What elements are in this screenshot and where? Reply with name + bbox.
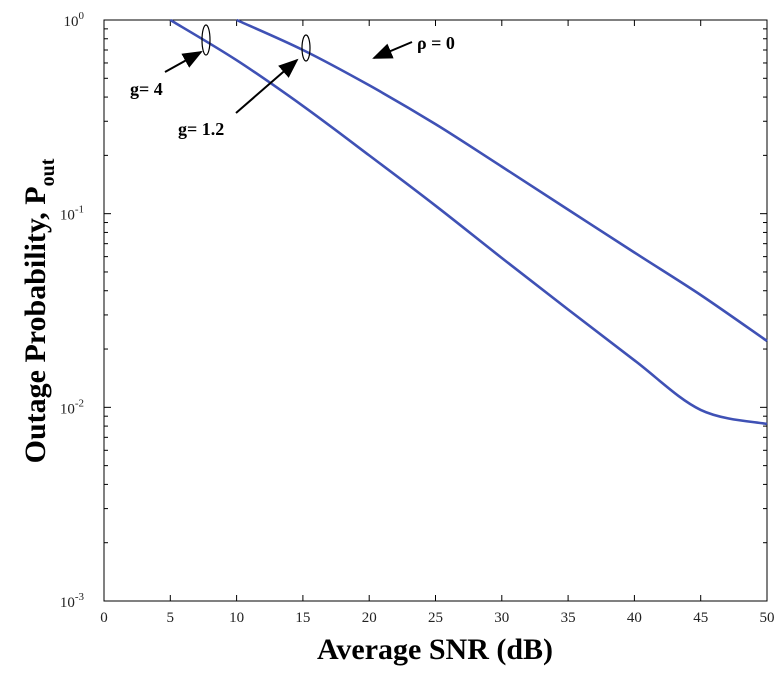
x-tick-label-2: 10 bbox=[229, 610, 244, 626]
annotation-g4: g= 4 bbox=[130, 79, 163, 99]
y-tick-label-2: 10-1 bbox=[60, 204, 84, 224]
series-line-1 bbox=[169, 18, 768, 426]
x-tick-label-0: 0 bbox=[100, 610, 108, 626]
series-lines bbox=[169, 18, 768, 426]
x-tick-label-9: 45 bbox=[693, 610, 708, 626]
x-tick-label-8: 40 bbox=[627, 610, 642, 626]
arrow-g4 bbox=[164, 51, 203, 73]
x-tick-label-5: 25 bbox=[428, 610, 443, 626]
arrow-g12 bbox=[235, 58, 299, 114]
y-axis-label: Outage Probability, Pout bbox=[19, 158, 59, 463]
x-tick-label-10: 50 bbox=[760, 610, 775, 626]
plot-frame bbox=[103, 19, 768, 602]
x-tick-label-6: 30 bbox=[494, 610, 509, 626]
y-tick-label-3: 100 bbox=[64, 10, 85, 30]
x-tick-label-7: 35 bbox=[561, 610, 576, 626]
y-axis-label-group: Outage Probability, Pout bbox=[19, 158, 59, 463]
annotation-rho: ρ = 0 bbox=[417, 33, 455, 53]
annotation-g12: g= 1.2 bbox=[178, 119, 224, 139]
x-tick-label-3: 15 bbox=[295, 610, 310, 626]
series-line-0 bbox=[236, 18, 768, 343]
annotations: g= 4 g= 1.2 ρ = 0 bbox=[130, 24, 455, 139]
y-tick-label-1: 10-2 bbox=[60, 397, 84, 417]
y-axis-label-sub: out bbox=[37, 158, 59, 186]
ellipse-marker-g12 bbox=[301, 34, 311, 62]
axis-ticks: 0 5 10 15 20 25 30 35 40 45 50 10-3 10-2 10-1 100 bbox=[60, 10, 775, 626]
x-axis-label: Average SNR (dB) bbox=[317, 633, 553, 666]
x-tick-label-1: 5 bbox=[167, 610, 175, 626]
y-tick-label-0: 10-3 bbox=[60, 591, 85, 611]
x-tick-label-4: 20 bbox=[362, 610, 377, 626]
y-axis-label-main: Outage Probability, P bbox=[19, 186, 52, 463]
ellipse-marker-g4 bbox=[201, 24, 211, 56]
arrow-rho bbox=[372, 41, 413, 59]
